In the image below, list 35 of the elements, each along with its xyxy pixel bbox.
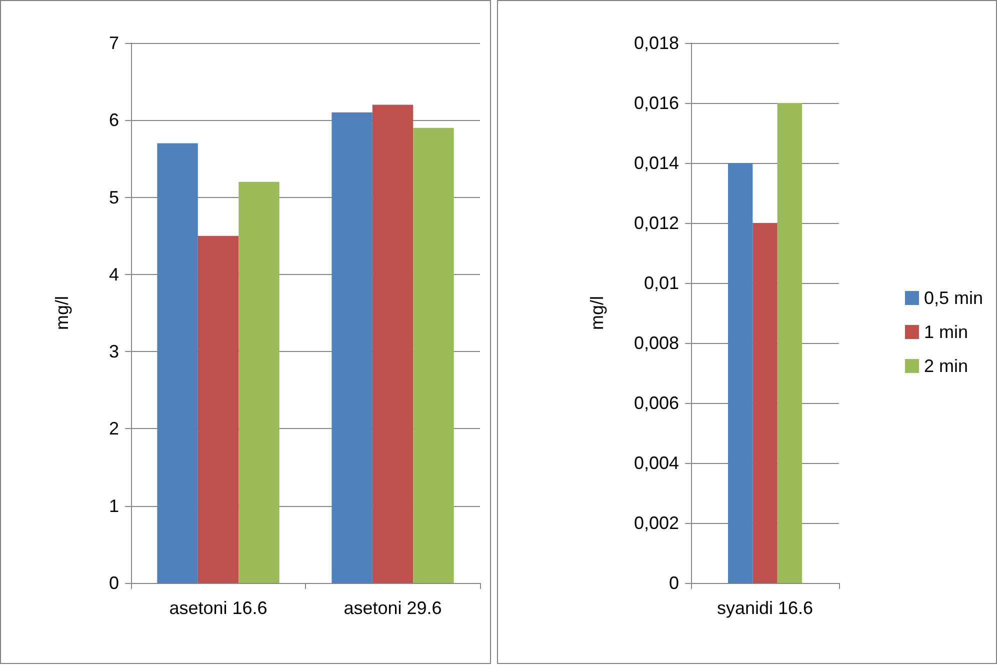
bar xyxy=(777,103,802,583)
bar xyxy=(728,163,753,583)
y-tick-label: 0,004 xyxy=(634,453,679,473)
y-tick-label: 0,014 xyxy=(634,153,679,173)
y-axis-title: mg/l xyxy=(587,296,607,330)
y-tick-label: 5 xyxy=(108,187,119,208)
legend-label: 2 min xyxy=(924,356,968,376)
y-tick-label: 0 xyxy=(668,573,679,593)
y-tick-label: 1 xyxy=(108,496,119,516)
y-tick-label: 4 xyxy=(108,264,119,284)
legend-label: 0,5 min xyxy=(924,288,984,308)
y-tick-label: 0,008 xyxy=(634,333,679,353)
y-tick-label: 0,018 xyxy=(634,33,679,53)
y-axis-title: mg/l xyxy=(52,296,72,330)
bar xyxy=(157,143,198,583)
x-tick-label: asetoni 16.6 xyxy=(169,598,268,618)
bar xyxy=(752,223,778,583)
y-tick-label: 0,016 xyxy=(634,93,679,113)
x-tick-label: syanidi 16.6 xyxy=(716,598,814,618)
legend-label: 1 min xyxy=(924,322,968,342)
bar xyxy=(238,182,280,583)
bar xyxy=(198,236,239,583)
y-tick-label: 0,006 xyxy=(634,393,679,413)
y-tick-label: 3 xyxy=(108,342,119,362)
y-tick-label: 2 xyxy=(108,418,119,439)
bar xyxy=(372,104,414,583)
bar xyxy=(332,112,372,583)
y-tick-label: 0,01 xyxy=(644,273,679,293)
y-tick-label: 0,012 xyxy=(634,213,679,233)
y-tick-label: 0 xyxy=(108,573,119,593)
y-tick-label: 6 xyxy=(108,110,119,130)
x-tick-label: asetoni 29.6 xyxy=(344,598,442,618)
bar xyxy=(413,128,454,583)
y-tick-label: 0,002 xyxy=(634,513,679,533)
y-tick-label: 7 xyxy=(108,33,119,53)
